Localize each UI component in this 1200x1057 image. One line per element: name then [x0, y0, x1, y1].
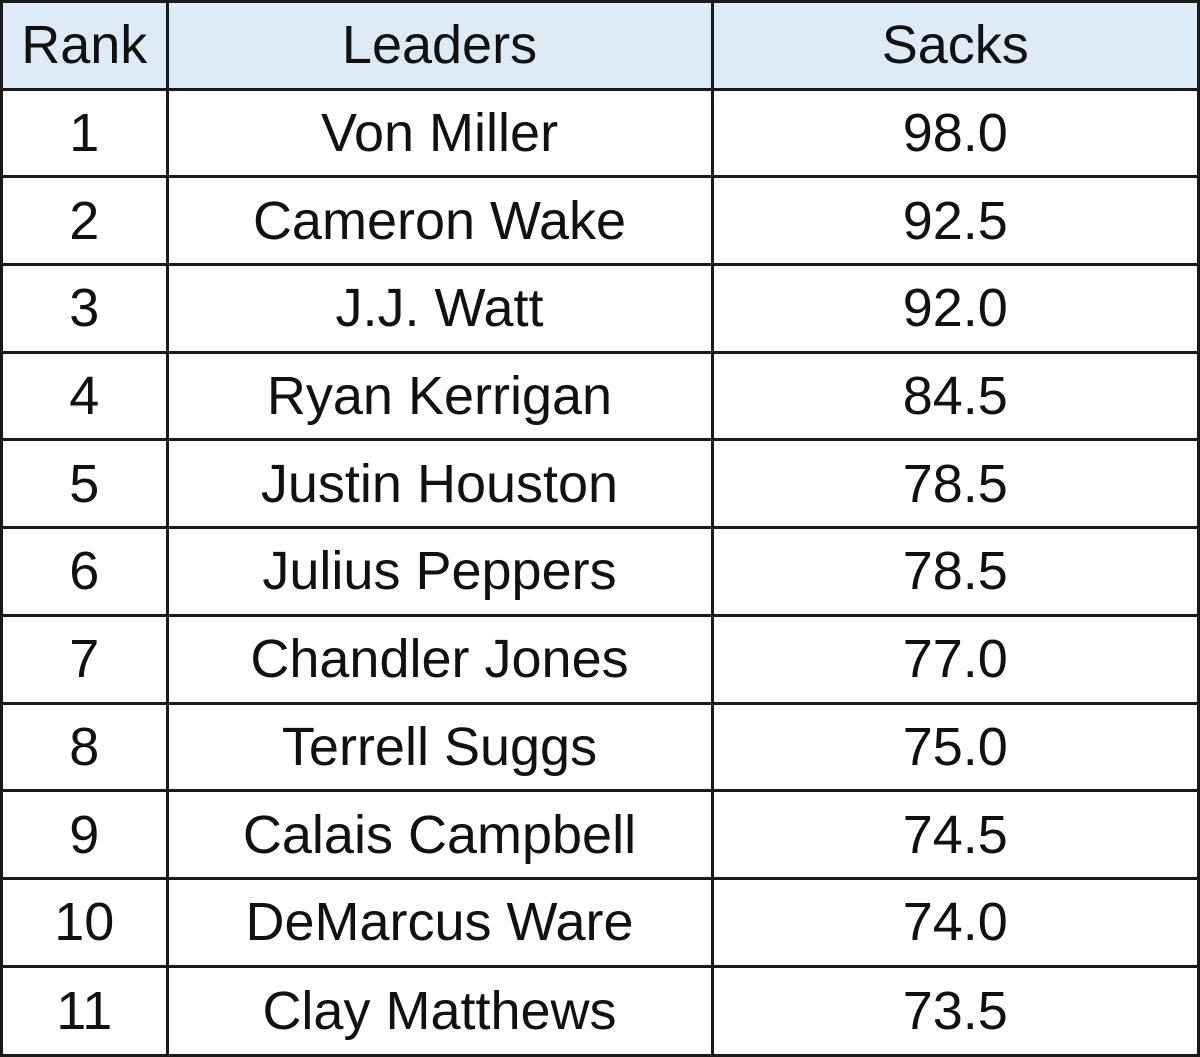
sacks-cell[interactable]: 77.0 — [710, 613, 1197, 705]
column-header-leaders[interactable]: Leaders — [165, 3, 714, 91]
sacks-cell[interactable]: 75.0 — [710, 701, 1197, 793]
leader-cell[interactable]: Cameron Wake — [165, 175, 714, 266]
rank-cell[interactable]: 4 — [3, 350, 169, 442]
leader-cell[interactable]: DeMarcus Ware — [165, 876, 714, 968]
rank-cell[interactable]: 5 — [3, 438, 169, 530]
leader-cell[interactable]: Ryan Kerrigan — [165, 350, 714, 442]
table-row: 3 J.J. Watt 92.0 — [3, 262, 1197, 354]
table-row: 6 Julius Peppers 78.5 — [3, 526, 1197, 617]
table-row: 5 Justin Houston 78.5 — [3, 438, 1197, 530]
rank-cell[interactable]: 10 — [3, 876, 169, 968]
leader-cell[interactable]: Clay Matthews — [165, 964, 714, 1054]
leader-cell[interactable]: Justin Houston — [165, 438, 714, 530]
rank-cell[interactable]: 9 — [3, 789, 169, 880]
leader-cell[interactable]: Terrell Suggs — [165, 701, 714, 793]
sacks-cell[interactable]: 74.5 — [710, 789, 1197, 880]
table-row: 10 DeMarcus Ware 74.0 — [3, 876, 1197, 968]
sacks-cell[interactable]: 78.5 — [710, 526, 1197, 617]
table-row: 8 Terrell Suggs 75.0 — [3, 701, 1197, 793]
table-row: 9 Calais Campbell 74.5 — [3, 789, 1197, 880]
column-header-rank[interactable]: Rank — [3, 3, 169, 91]
leader-cell[interactable]: Chandler Jones — [165, 613, 714, 705]
leader-cell[interactable]: J.J. Watt — [165, 262, 714, 354]
rank-cell[interactable]: 2 — [3, 175, 169, 266]
table-body: 1 Von Miller 98.0 2 Cameron Wake 92.5 3 J.J. Wa… — [3, 87, 1197, 1054]
rank-cell[interactable]: 11 — [3, 964, 169, 1054]
sack-leaders-table: Rank Leaders Sacks 1 Von Miller 98.0 2 Camer… — [3, 3, 1197, 1054]
sacks-cell[interactable]: 84.5 — [710, 350, 1197, 442]
rank-cell[interactable]: 1 — [3, 87, 169, 179]
leader-cell[interactable]: Von Miller — [165, 87, 714, 179]
leader-cell[interactable]: Julius Peppers — [165, 526, 714, 617]
leader-cell[interactable]: Calais Campbell — [165, 789, 714, 880]
sacks-cell[interactable]: 73.5 — [710, 964, 1197, 1054]
rank-cell[interactable]: 7 — [3, 613, 169, 705]
table-row: 2 Cameron Wake 92.5 — [3, 175, 1197, 266]
rank-cell[interactable]: 6 — [3, 526, 169, 617]
column-header-sacks[interactable]: Sacks — [710, 3, 1197, 91]
rank-cell[interactable]: 3 — [3, 262, 169, 354]
sacks-cell[interactable]: 92.0 — [710, 262, 1197, 354]
table-row: 7 Chandler Jones 77.0 — [3, 613, 1197, 705]
sacks-cell[interactable]: 92.5 — [710, 175, 1197, 266]
sacks-cell[interactable]: 78.5 — [710, 438, 1197, 530]
table-row: 4 Ryan Kerrigan 84.5 — [3, 350, 1197, 442]
table-row: 11 Clay Matthews 73.5 — [3, 964, 1197, 1054]
header-row: Rank Leaders Sacks — [3, 3, 1197, 91]
sacks-cell[interactable]: 98.0 — [710, 87, 1197, 179]
table-row: 1 Von Miller 98.0 — [3, 87, 1197, 179]
rank-cell[interactable]: 8 — [3, 701, 169, 793]
sacks-cell[interactable]: 74.0 — [710, 876, 1197, 968]
